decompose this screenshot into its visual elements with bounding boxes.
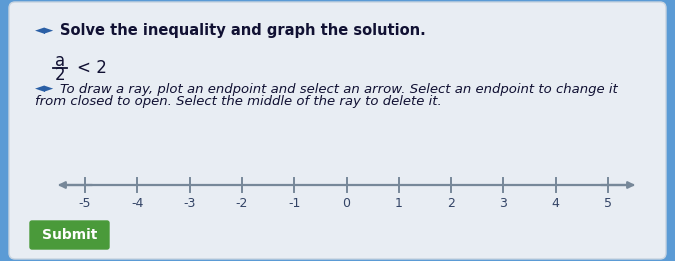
Text: 2: 2 [447, 197, 455, 210]
Text: Solve the inequality and graph the solution.: Solve the inequality and graph the solut… [60, 23, 426, 39]
Text: To draw a ray, plot an endpoint and select an arrow. Select an endpoint to chang: To draw a ray, plot an endpoint and sele… [60, 82, 618, 96]
Text: ◄►: ◄► [35, 25, 54, 38]
Text: < 2: < 2 [77, 59, 107, 77]
Text: Submit: Submit [42, 228, 97, 242]
Text: 1: 1 [395, 197, 403, 210]
Text: 5: 5 [604, 197, 612, 210]
FancyBboxPatch shape [9, 2, 666, 259]
Text: -3: -3 [184, 197, 196, 210]
Text: from closed to open. Select the middle of the ray to delete it.: from closed to open. Select the middle o… [35, 96, 441, 109]
Text: -4: -4 [131, 197, 144, 210]
Text: -5: -5 [79, 197, 91, 210]
Text: a: a [55, 52, 65, 70]
Text: -1: -1 [288, 197, 300, 210]
Text: 0: 0 [342, 197, 350, 210]
Text: ◄►: ◄► [35, 82, 54, 96]
Text: -2: -2 [236, 197, 248, 210]
Text: 3: 3 [500, 197, 508, 210]
Text: 4: 4 [551, 197, 560, 210]
FancyBboxPatch shape [30, 221, 109, 249]
Text: 2: 2 [55, 66, 65, 84]
